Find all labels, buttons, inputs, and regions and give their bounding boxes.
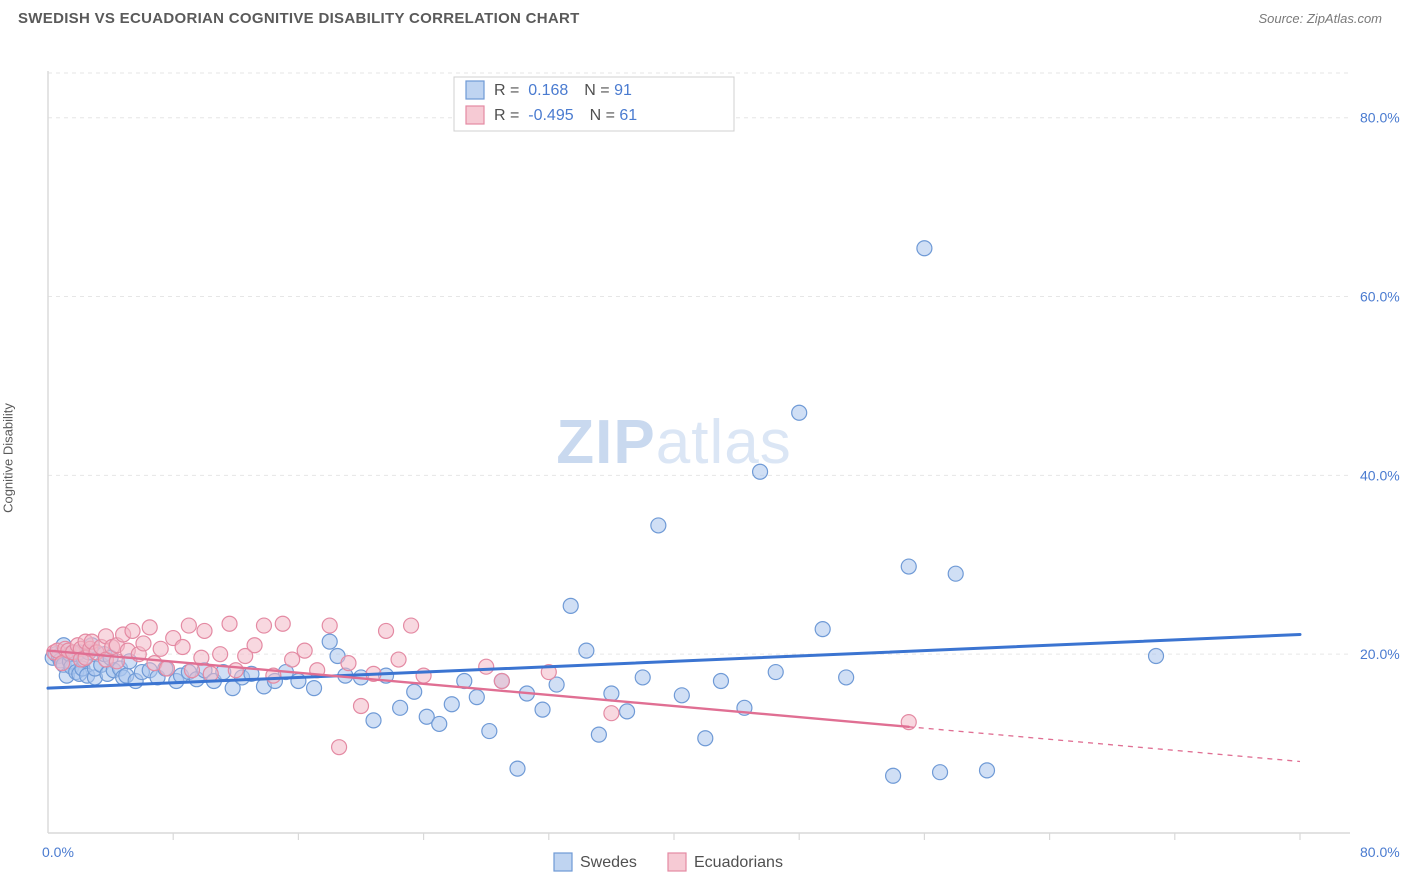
svg-text:R = 0.168 N = 91: R = 0.168 N = 91 xyxy=(494,82,632,99)
chart-title: SWEDISH VS ECUADORIAN COGNITIVE DISABILI… xyxy=(18,10,580,27)
svg-text:80.0%: 80.0% xyxy=(1360,110,1400,126)
scatter-chart: 20.0%40.0%60.0%80.0%0.0%80.0%ZIPatlasR =… xyxy=(0,33,1406,883)
svg-text:Swedes: Swedes xyxy=(580,854,637,871)
svg-text:40.0%: 40.0% xyxy=(1360,467,1400,483)
chart-container: Cognitive Disability 20.0% 40.0% 60.0% 80.0… xyxy=(0,33,1406,883)
svg-text:Ecuadorians: Ecuadorians xyxy=(694,854,783,871)
y-axis-label: Cognitive Disability xyxy=(1,403,16,513)
source-label: Source: ZipAtlas.com xyxy=(1258,11,1382,26)
svg-text:60.0%: 60.0% xyxy=(1360,289,1400,305)
svg-text:80.0%: 80.0% xyxy=(1360,844,1400,860)
svg-text:R = -0.495 N = 61: R = -0.495 N = 61 xyxy=(494,107,637,124)
svg-text:0.0%: 0.0% xyxy=(42,844,74,860)
svg-text:20.0%: 20.0% xyxy=(1360,646,1400,662)
